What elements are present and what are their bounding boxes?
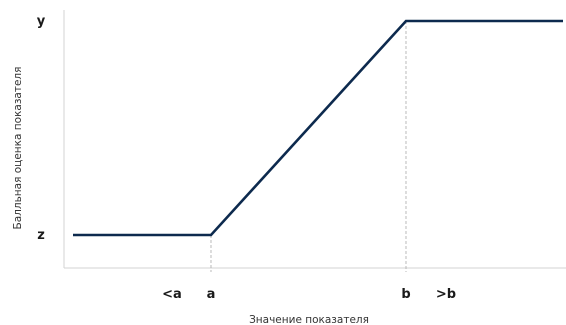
y-tick-label-y: y xyxy=(37,14,46,29)
y-tick-label-z: z xyxy=(37,228,45,243)
x-tick-label-a: a xyxy=(207,287,216,302)
x-tick-label-lt-a: <a xyxy=(162,287,182,302)
y-axis-label: Балльная оценка показателя xyxy=(12,67,24,230)
x-tick-labels: <a a b >b xyxy=(162,287,456,302)
series-line xyxy=(73,19,563,237)
x-tick-label-b: b xyxy=(401,287,410,302)
reference-lines xyxy=(210,21,407,272)
x-axis-label: Значение показателя xyxy=(249,314,369,325)
y-tick-labels: zy xyxy=(37,14,46,243)
x-tick-label-gt-b: >b xyxy=(436,287,456,302)
